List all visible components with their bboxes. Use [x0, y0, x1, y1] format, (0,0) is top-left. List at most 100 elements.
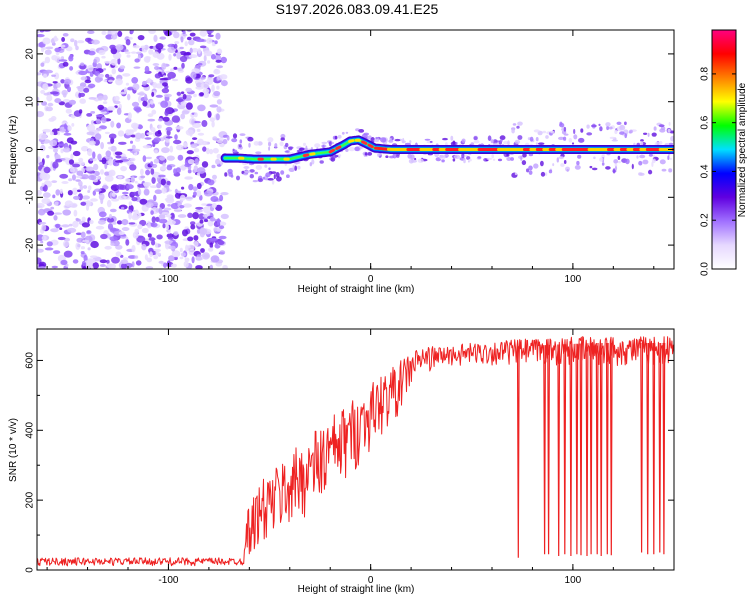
ridge-speckle [545, 135, 549, 139]
noise-speckle [201, 140, 208, 146]
noise-speckle [216, 85, 220, 90]
noise-speckle [38, 266, 47, 269]
noise-speckle [120, 206, 125, 210]
noise-speckle [142, 80, 147, 86]
noise-speckle [82, 195, 90, 200]
ridge-speckle [643, 132, 648, 135]
noise-speckle [193, 191, 197, 197]
noise-speckle [111, 228, 120, 232]
noise-speckle [214, 40, 218, 45]
noise-speckle [167, 46, 176, 54]
noise-speckle [148, 49, 154, 55]
noise-speckle [41, 182, 45, 187]
noise-speckle [119, 65, 126, 70]
noise-speckle [157, 118, 163, 122]
ridge-speckle [528, 170, 533, 175]
spectrogram-y-label: Frequency (Hz) [8, 116, 19, 185]
noise-speckle [88, 174, 97, 181]
ridge-speckle [224, 172, 228, 177]
ridge-speckle [375, 136, 378, 140]
noise-speckle [166, 126, 173, 132]
noise-speckle [86, 124, 96, 132]
noise-speckle [147, 233, 152, 238]
noise-speckle [190, 143, 198, 149]
noise-speckle [46, 241, 53, 247]
ridge-speckle [267, 137, 274, 143]
noise-speckle [131, 101, 140, 107]
noise-speckle [62, 33, 69, 37]
noise-speckle [52, 161, 59, 169]
noise-speckle [170, 213, 175, 220]
noise-speckle [80, 62, 85, 67]
ridge-speckle [639, 154, 646, 159]
noise-speckle [212, 174, 217, 180]
ridge-speckle [389, 155, 395, 159]
noise-speckle [161, 147, 170, 154]
noise-speckle [117, 30, 123, 37]
ridge-core-segment [361, 140, 368, 145]
ridge-speckle [271, 171, 277, 175]
snr-panel: -100 0 100 0 200 400 600 Height of straight li… [8, 328, 675, 595]
noise-speckle [53, 215, 58, 221]
ridge-speckle [605, 166, 611, 170]
ridge-speckle [268, 167, 271, 170]
noise-speckle [172, 78, 179, 82]
ridge-speckle [314, 143, 321, 148]
snr-dropout-spike [557, 344, 561, 557]
noise-speckle [55, 158, 63, 163]
noise-speckle [131, 51, 137, 54]
noise-speckle [104, 175, 114, 182]
noise-speckle [37, 30, 40, 34]
ridge-core-segment [302, 153, 310, 158]
noise-speckle [215, 158, 221, 165]
ridge-speckle [222, 138, 228, 145]
noise-speckle [81, 145, 89, 152]
noise-speckle [124, 51, 131, 55]
noise-speckle [37, 34, 45, 38]
ridge-speckle [385, 155, 389, 158]
noise-speckle [108, 169, 116, 177]
ridge-speckle [617, 155, 621, 160]
ridge-speckle [238, 144, 242, 148]
noise-speckle [209, 148, 214, 155]
noise-speckle [78, 109, 83, 114]
noise-speckle [213, 90, 221, 97]
noise-speckle [144, 93, 148, 102]
noise-speckle [119, 184, 127, 190]
snr-dropout-spike [543, 345, 547, 555]
noise-speckle [41, 101, 48, 106]
ridge-speckle [345, 148, 349, 153]
noise-speckle [151, 91, 155, 97]
noise-speckle [214, 55, 222, 61]
noise-speckle [196, 167, 206, 174]
ridge-speckle [292, 164, 295, 170]
noise-speckle [130, 176, 135, 183]
noise-speckle [40, 240, 44, 244]
ridge-speckle [578, 137, 585, 143]
ridge-speckle [255, 165, 262, 170]
noise-speckle [110, 34, 118, 40]
noise-speckle [166, 155, 175, 161]
noise-speckle [145, 266, 154, 269]
ridge-speckle [668, 121, 671, 126]
ridge-speckle [228, 172, 234, 177]
snr-dropout-spike [652, 342, 656, 555]
noise-speckle [43, 192, 51, 198]
noise-speckle [200, 76, 206, 80]
noise-speckle [190, 71, 197, 79]
noise-speckle [53, 35, 58, 42]
ridge-speckle [394, 138, 401, 142]
ridge-speckle [659, 159, 666, 165]
noise-speckle [68, 159, 75, 165]
noise-speckle [156, 182, 162, 189]
noise-speckle [37, 202, 45, 209]
noise-speckle [125, 82, 129, 86]
ridge-speckle [455, 141, 458, 146]
noise-speckle [70, 38, 75, 43]
ridge-speckle [341, 131, 345, 135]
ridge-speckle [248, 142, 251, 148]
noise-speckle [209, 237, 219, 241]
ridge-speckle [358, 129, 365, 133]
ridge-speckle [380, 137, 387, 143]
